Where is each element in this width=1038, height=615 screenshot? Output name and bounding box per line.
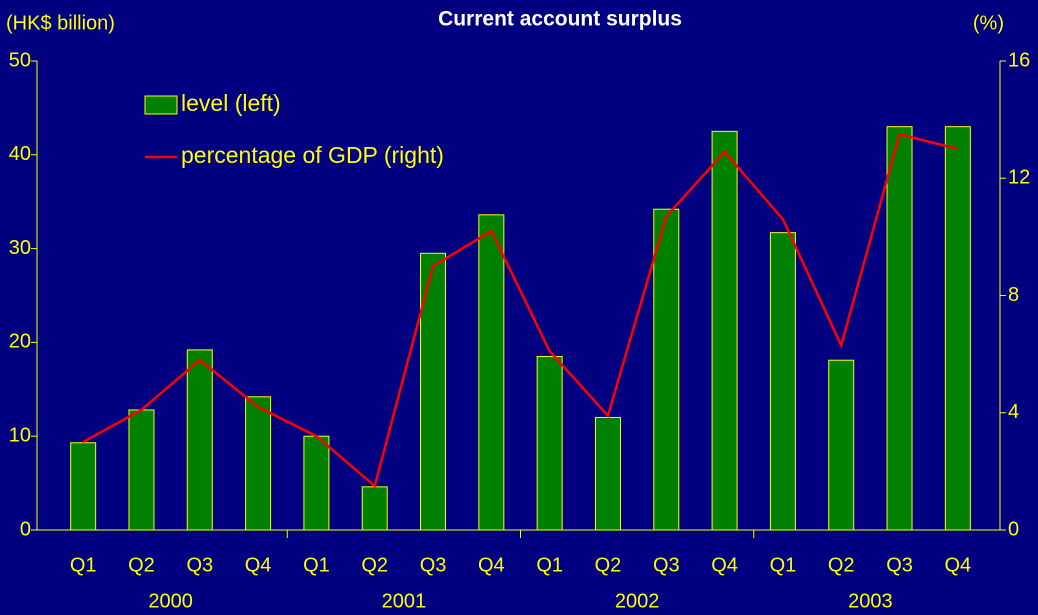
bar (594, 416, 621, 531)
x-tick-label: Q4 (711, 554, 738, 576)
y-axis-label: (HK$ billion) (6, 12, 115, 34)
bar (944, 126, 971, 531)
year-label: 2002 (615, 590, 660, 612)
legend-swatch (144, 95, 178, 115)
bar (245, 396, 272, 531)
year-label: 2000 (148, 590, 193, 612)
x-tick-label: Q2 (361, 554, 388, 576)
x-tick-label: Q2 (128, 554, 155, 576)
y2-tick-label: 12 (1008, 167, 1030, 189)
y2-tick-label: 4 (1008, 401, 1019, 423)
bar (70, 442, 97, 531)
x-tick-label: Q3 (186, 554, 213, 576)
bar (361, 486, 388, 531)
line (82, 132, 959, 489)
bar (186, 349, 213, 531)
x-tick-label: Q3 (653, 554, 680, 576)
chart-title: Current account surplus (438, 8, 682, 31)
bar (828, 359, 855, 531)
bar (478, 214, 505, 531)
x-tick-label: Q2 (595, 554, 622, 576)
bar (886, 126, 913, 531)
y2-axis-label: (%) (973, 12, 1004, 34)
bar (420, 252, 447, 531)
y-tick-label: 10 (9, 424, 31, 446)
bar (536, 355, 563, 531)
bar (769, 232, 796, 531)
x-tick-label: Q1 (770, 554, 797, 576)
bar (711, 130, 738, 531)
y-tick-label: 0 (20, 518, 31, 540)
y2-tick-label: 0 (1008, 518, 1019, 540)
legend-label: percentage of GDP (right) (181, 142, 444, 168)
y-tick-label: 50 (9, 49, 31, 71)
y2-tick-label: 8 (1008, 284, 1019, 306)
x-tick-label: Q2 (828, 554, 855, 576)
x-tick-label: Q3 (420, 554, 447, 576)
year-label: 2003 (848, 590, 893, 612)
x-tick-label: Q4 (478, 554, 505, 576)
x-tick-label: Q3 (886, 554, 913, 576)
bar (653, 208, 680, 531)
y2-tick-label: 16 (1008, 49, 1030, 71)
y-tick-label: 30 (9, 237, 31, 259)
x-tick-label: Q1 (70, 554, 97, 576)
bar (303, 435, 330, 531)
x-tick-label: Q1 (303, 554, 330, 576)
x-tick-label: Q4 (245, 554, 272, 576)
legend-label: level (left) (181, 90, 281, 116)
y-tick-label: 40 (9, 143, 31, 165)
bar (128, 409, 155, 531)
x-tick-label: Q1 (536, 554, 563, 576)
y-tick-label: 20 (9, 331, 31, 353)
x-tick-label: Q4 (945, 554, 972, 576)
year-label: 2001 (382, 590, 427, 612)
